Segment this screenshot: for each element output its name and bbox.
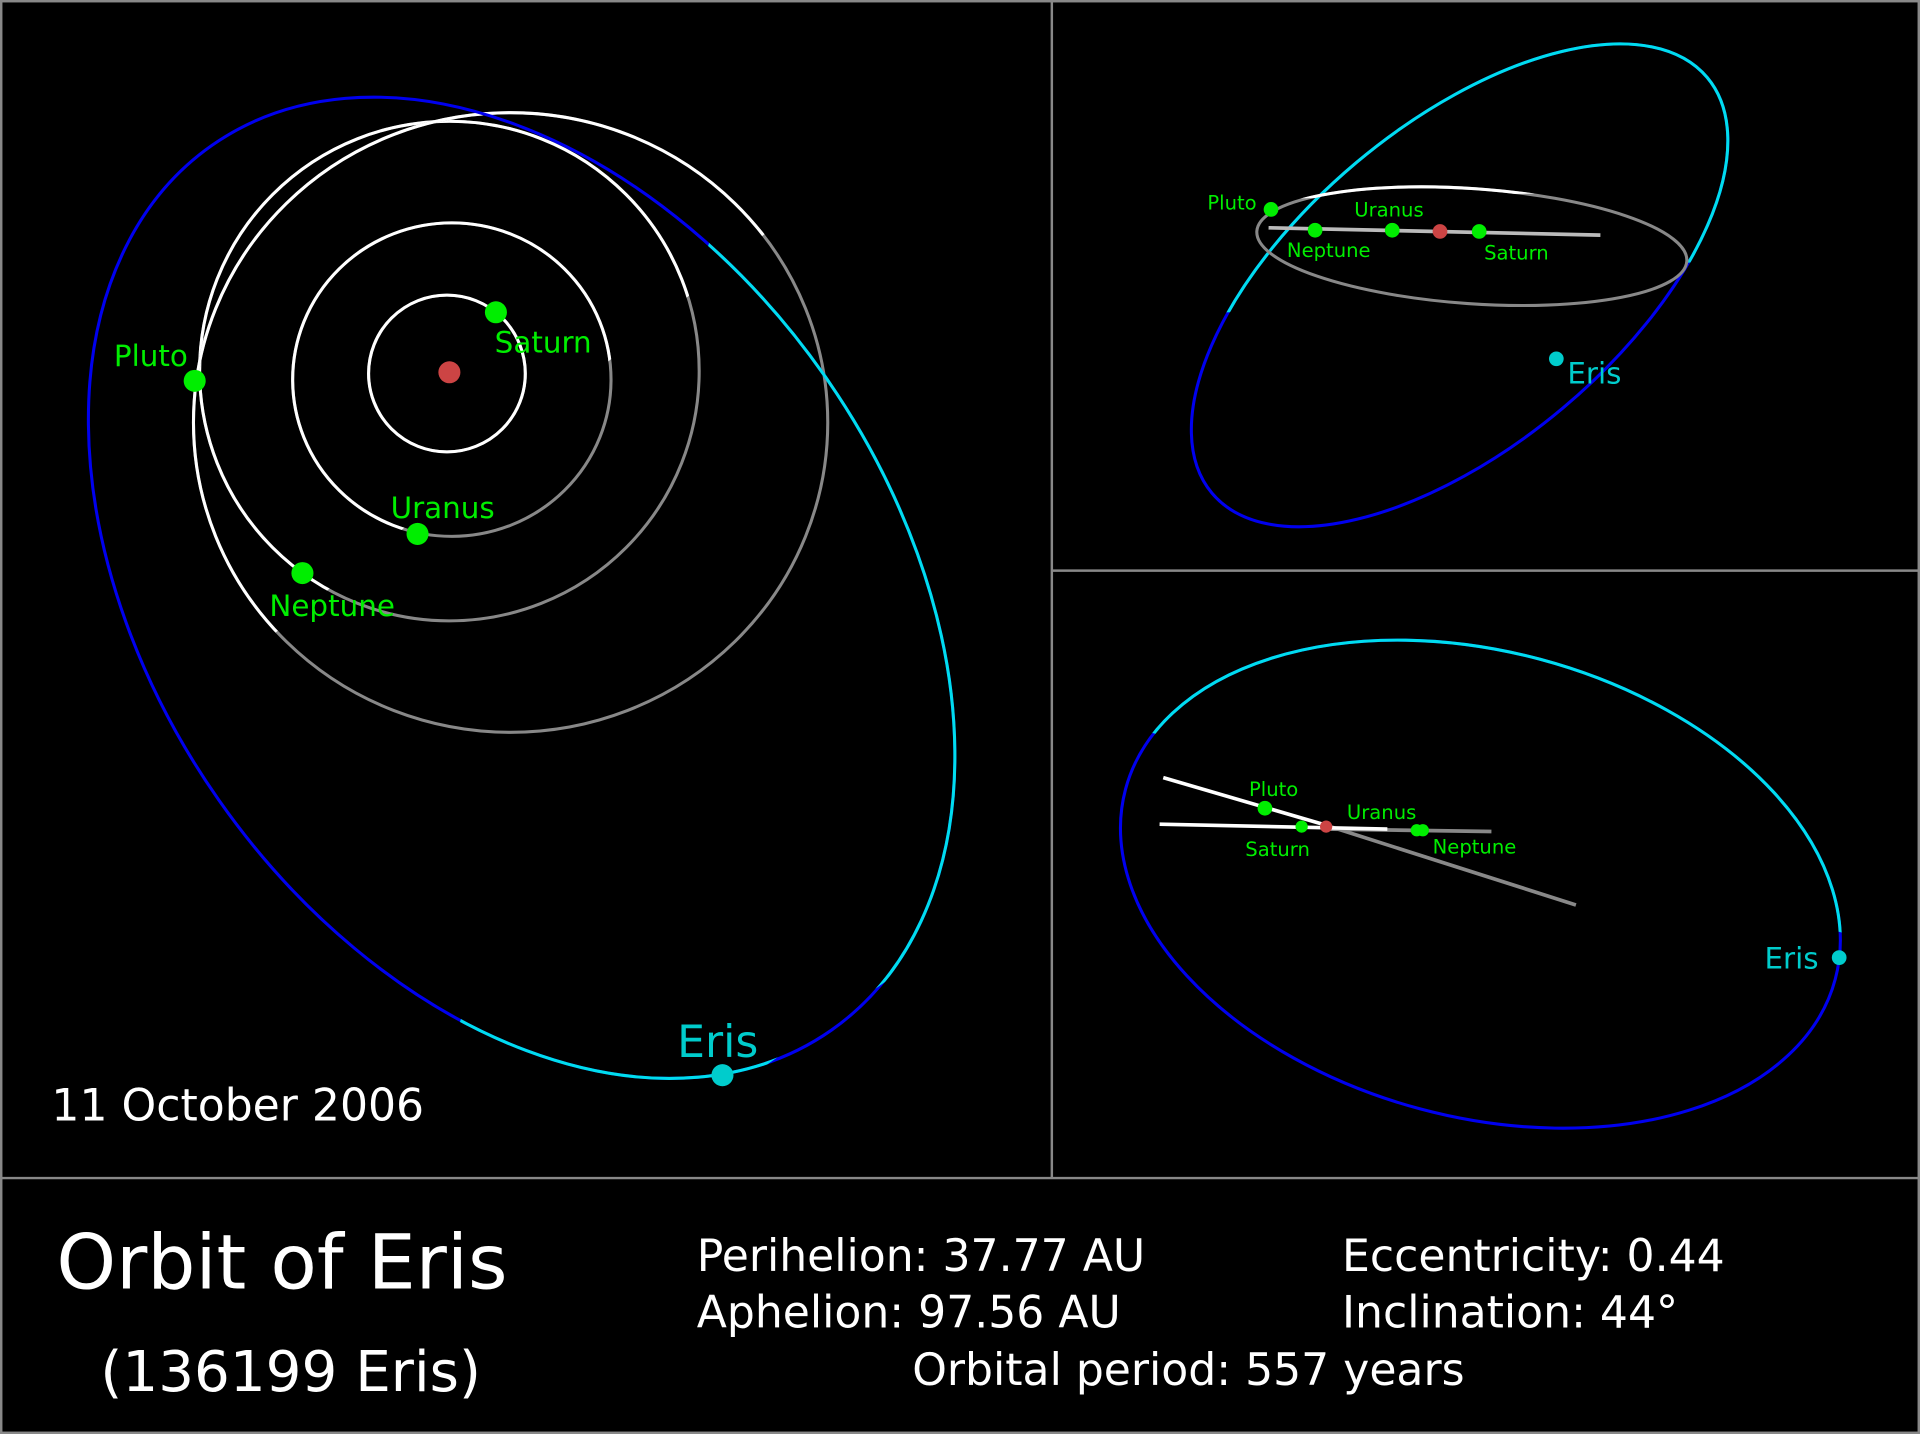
saturn-marker-top [1471,224,1487,239]
pluto-label-bottom: Pluto [1249,778,1298,801]
saturn-marker [484,301,507,324]
uranus-marker [406,522,429,545]
eris-orbit [86,95,957,1080]
sun-bottom [1320,820,1333,833]
eccentricity: Eccentricity: 0.44 [1342,1231,1725,1282]
eris-marker-top [1548,351,1564,367]
main-view-panel: Saturn Uranus Neptune Pluto Eris 11 Octo… [51,95,957,1132]
perihelion: Perihelion: 37.77 AU [697,1231,1145,1282]
sun-top [1432,224,1448,239]
pluto-orbit-top [1255,185,1689,308]
sun [438,361,461,384]
eris-marker [711,1064,734,1087]
neptune-label-top: Neptune [1287,239,1371,262]
saturn-label-bottom: Saturn [1245,838,1310,861]
pluto-marker-top [1263,202,1279,217]
eris-label: Eris [677,1017,758,1068]
eris-label-bottom: Eris [1764,942,1818,976]
title: Orbit of Eris [56,1218,507,1306]
eris-marker-bottom [1831,950,1847,965]
saturn-label: Saturn [495,326,592,360]
eris-label-top: Eris [1567,356,1621,390]
uranus-marker-top [1384,222,1400,238]
orbital-period: Orbital period: 557 years [912,1345,1464,1396]
neptune-marker-top [1307,222,1323,238]
pluto-label-top: Pluto [1207,191,1256,214]
pluto-marker-bottom [1257,800,1273,816]
neptune-label-bottom: Neptune [1433,836,1517,859]
saturn-marker-bottom [1295,820,1308,833]
side-view-top-panel: Pluto Uranus Neptune Saturn Eris [1189,42,1730,529]
side-view-bottom-panel: Pluto Uranus Saturn Neptune Eris [1118,638,1847,1130]
pluto-marker [183,369,206,392]
saturn-label-top: Saturn [1484,242,1549,265]
neptune-marker-bottom [1416,824,1429,837]
info-panel: Orbit of Eris (136199 Eris) Perihelion: … [56,1218,1724,1405]
pluto-label: Pluto [114,339,188,373]
inclination: Inclination: 44° [1342,1287,1678,1338]
pluto-orbit-bottom [1321,822,1577,907]
subtitle: (136199 Eris) [100,1340,481,1405]
uranus-label: Uranus [391,491,495,525]
uranus-label-bottom: Uranus [1347,801,1416,824]
eris-orbit-top [1189,42,1730,529]
uranus-label-top: Uranus [1354,199,1423,222]
aphelion: Aphelion: 97.56 AU [697,1287,1121,1338]
neptune-marker [291,562,314,585]
neptune-label: Neptune [269,589,395,623]
eris-orbit-bottom [1118,638,1842,1130]
date-label: 11 October 2006 [51,1081,424,1132]
